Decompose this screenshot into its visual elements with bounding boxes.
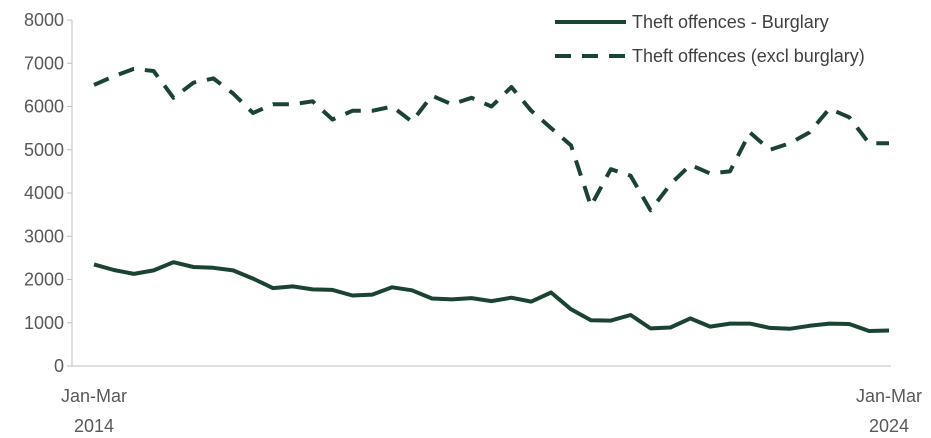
x-tick-label-line2: 2024 <box>869 416 909 436</box>
y-tick-label: 8000 <box>24 10 64 30</box>
y-tick-label: 0 <box>54 356 64 376</box>
y-tick-label: 2000 <box>24 270 64 290</box>
y-tick-label: 4000 <box>24 183 64 203</box>
y-tick-label: 6000 <box>24 97 64 117</box>
y-tick-label: 3000 <box>24 226 64 246</box>
series-line-excl-burglary <box>93 66 889 213</box>
x-tick-label-line1: Jan-Mar <box>856 386 922 406</box>
legend: Theft offences - Burglary Theft offences … <box>555 12 865 66</box>
x-tick-label-line1: Jan-Mar <box>61 386 127 406</box>
x-tick-label-line2: 2014 <box>74 416 114 436</box>
x-axis: Jan-Mar 2014 Jan-Mar 2024 <box>61 365 922 436</box>
y-tick-label: 5000 <box>24 140 64 160</box>
legend-label: Theft offences (excl burglary) <box>632 46 865 66</box>
series-layer <box>93 66 890 333</box>
y-axis: 0 1000 2000 3000 4000 5000 6000 7000 8000 <box>24 10 73 376</box>
series-line-burglary <box>93 260 890 333</box>
y-tick-label: 1000 <box>24 313 64 333</box>
y-tick-label: 7000 <box>24 53 64 73</box>
legend-label: Theft offences - Burglary <box>632 12 829 32</box>
